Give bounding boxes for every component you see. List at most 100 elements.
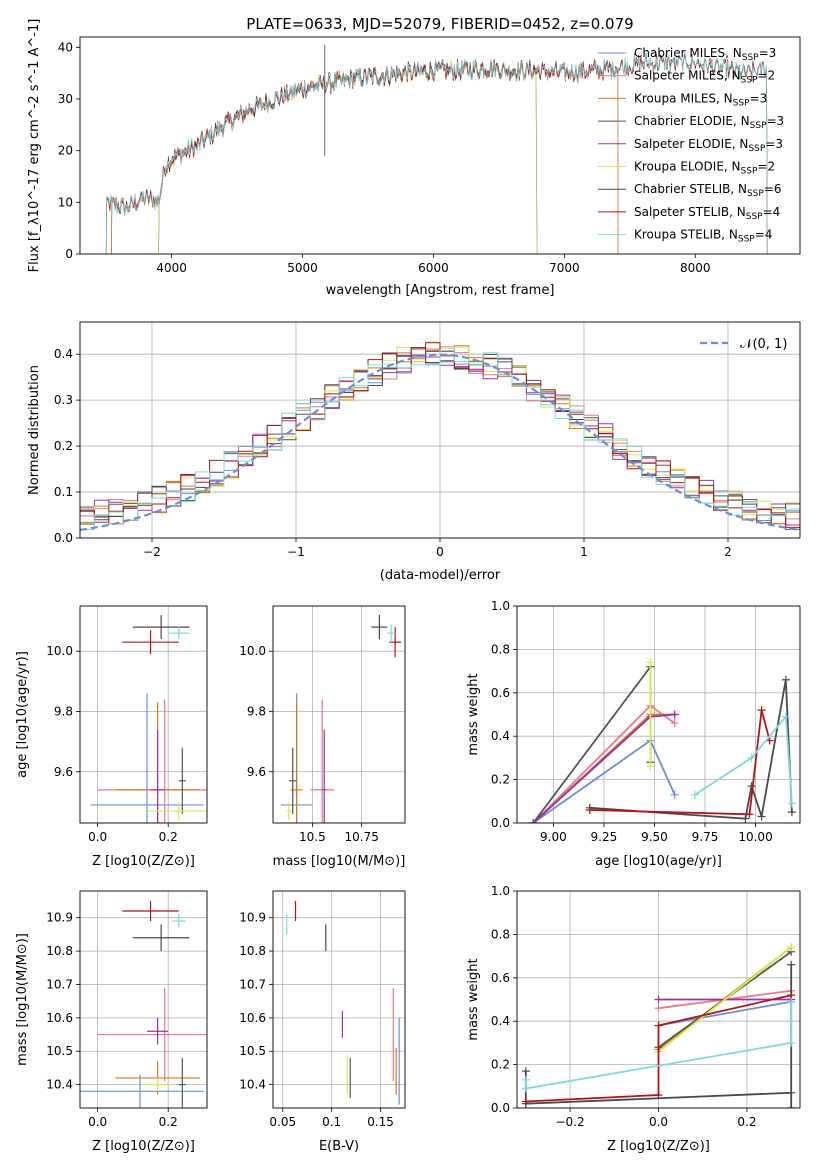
plot-content: [529, 658, 796, 823]
weight-marker: [741, 814, 750, 823]
y-tick-label: 10.9: [46, 911, 73, 925]
weight-marker: [670, 790, 679, 799]
y-tick-label: 30: [58, 92, 73, 106]
legend-entry: Kroupa MILES, NSSP=3: [634, 91, 767, 108]
axes-frame: [272, 605, 406, 824]
legend-value: =3: [750, 91, 768, 105]
plot-area: [273, 606, 405, 823]
x-tick-label: 0.0: [649, 1115, 668, 1129]
weight-marker: [521, 1097, 530, 1106]
panel-residuals: −2 −1 0 1 2 0.0 0.1 0.2 0.3 0.4 (data-model)/error…: [27, 321, 801, 583]
x-tick-label: 0.2: [737, 1115, 756, 1129]
x-axis-label: Z [log10(Z/Z⊙)]: [92, 854, 195, 869]
y-axis-label: mass weight: [466, 673, 481, 755]
y-tick-label: 0.8: [491, 642, 510, 656]
y-tick-label: 10.8: [239, 944, 266, 958]
y-tick-label: 0.2: [491, 1058, 510, 1072]
y-tick-label: 9.8: [247, 704, 266, 718]
y-tick-label: 10.7: [46, 977, 73, 991]
y-tick-label: 0.1: [54, 485, 73, 499]
weight-marker: [690, 790, 699, 799]
gaussian-model-line: [80, 353, 800, 531]
legend-entry: Chabrier MILES, NSSP=3: [634, 46, 776, 63]
x-axis-label: (data-model)/error: [380, 568, 501, 583]
legend-value: =3: [766, 114, 784, 128]
weight-series-line: [532, 664, 652, 823]
weight-marker: [646, 762, 655, 771]
weight-marker: [781, 712, 790, 721]
y-tick-label: 10.5: [46, 1044, 73, 1058]
y-axis-label: mass [log10(M/M⊙)]: [15, 933, 30, 1066]
panels: 4000 5000 6000 7000 8000010203040wavelength …: [15, 19, 801, 1154]
x-tick-label: 0.1: [322, 1115, 341, 1129]
legend-entry: Kroupa ELODIE, NSSP=2: [634, 160, 775, 177]
y-tick-label: 40: [58, 40, 73, 54]
grid: [273, 606, 405, 823]
plot-area: [273, 891, 405, 1108]
axes-frame: [516, 890, 801, 1109]
spectrum-series-line: [105, 50, 768, 254]
spectrum-series-line: [158, 58, 538, 254]
y-tick-label: 9.6: [54, 765, 73, 779]
x-tick-label: 10.00: [738, 830, 772, 844]
weight-marker: [787, 943, 796, 952]
weight-marker: [787, 1104, 796, 1108]
weight-marker: [787, 808, 796, 817]
y-tick-label: 1.0: [491, 884, 510, 898]
y-tick-label: 10.6: [239, 1011, 266, 1025]
legend-value: =2: [757, 160, 775, 174]
plot-area: [80, 322, 800, 538]
axes-frame: [272, 890, 406, 1109]
weight-marker: [646, 658, 655, 667]
weight-marker: [654, 995, 663, 1004]
x-tick-label: 8000: [680, 261, 711, 275]
weight-series-line: [694, 714, 793, 804]
weight-marker: [745, 810, 754, 819]
legend-entry: Salpeter STELIB, NSSP=4: [634, 205, 780, 222]
y-tick-label: 1.0: [491, 599, 510, 613]
x-axis-label: Z [log10(Z/Z⊙)]: [607, 1139, 710, 1154]
legend-subscript: SSP: [741, 76, 758, 86]
y-tick-label: 0.4: [54, 347, 73, 361]
y-tick-label: 0.2: [54, 439, 73, 453]
x-tick-label: 0.15: [367, 1115, 394, 1129]
panel-age-weight: 9.00 9.25 9.50 9.75 10.00 0.0 0.2 0.4 0.6 0.8 1.0 a…: [466, 599, 801, 869]
x-tick-label: 7000: [549, 261, 580, 275]
x-axis-label: wavelength [Angstrom, rest frame]: [326, 283, 555, 298]
y-tick-label: 10.0: [46, 644, 73, 658]
legend-value: =6: [764, 182, 782, 196]
y-tick-label: 10.4: [46, 1078, 73, 1092]
y-tick-label: 0.8: [491, 927, 510, 941]
y-tick-label: 10: [58, 195, 73, 209]
x-tick-label: 9.00: [540, 830, 567, 844]
weight-marker: [747, 782, 756, 791]
x-tick-label: 4000: [156, 261, 187, 275]
legend-subscript: SSP: [747, 189, 764, 199]
panel-spectrum: 4000 5000 6000 7000 8000 0 10 20 30 40 wavelength …: [27, 19, 801, 298]
y-tick-label: 0.4: [491, 729, 510, 743]
x-axis-label: Z [log10(Z/Z⊙)]: [92, 1139, 195, 1154]
weight-series-line: [525, 994, 792, 1103]
axes-frame: [79, 890, 208, 1109]
plot-content: [90, 615, 207, 823]
x-tick-label: 0.05: [269, 1115, 296, 1129]
x-tick-label: 5000: [287, 261, 318, 275]
y-tick-label: 10.9: [239, 911, 266, 925]
legend-subscript: SSP: [742, 53, 759, 63]
spectrum-series-line: [158, 58, 538, 254]
y-tick-label: 9.8: [54, 704, 73, 718]
y-tick-label: 9.6: [247, 765, 266, 779]
weight-marker: [529, 819, 538, 823]
y-axis-label: age [log10(age/yr)]: [15, 651, 30, 778]
histogram-step-series: [80, 350, 800, 530]
weight-marker: [521, 1084, 530, 1093]
y-tick-label: 0: [65, 247, 73, 261]
weight-marker: [654, 1021, 663, 1030]
weight-series-line: [658, 1000, 792, 1027]
y-tick-label: 20: [58, 144, 73, 158]
weight-marker: [521, 1075, 530, 1084]
figure-title: PLATE=0633, MJD=52079, FIBERID=0452, z=0…: [246, 15, 633, 33]
legend-value: =4: [763, 205, 781, 219]
weight-marker: [670, 710, 679, 719]
panel-z-mass: 0.0 0.2 10.4 10.5 10.6 10.7 10.8 10.9 Z [log10(Z…: [15, 890, 208, 1154]
